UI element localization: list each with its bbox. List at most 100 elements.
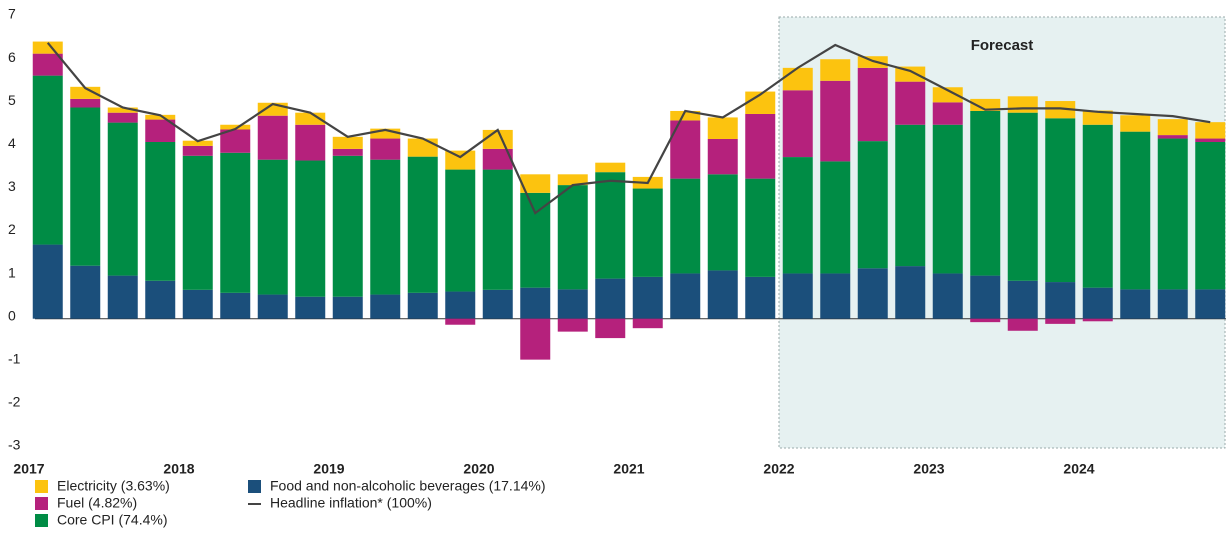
bar-segment	[1195, 289, 1226, 319]
legend-label: Food and non-alcoholic beverages (17.14%…	[270, 478, 546, 494]
y-tick-label: 6	[8, 49, 16, 65]
bar-segment	[182, 289, 213, 319]
bar-segment	[895, 81, 926, 125]
bar-segment	[370, 138, 401, 160]
y-tick-label: -1	[8, 351, 21, 367]
bar-segment	[145, 119, 176, 142]
bar-segment	[782, 67, 813, 91]
bar-segment	[932, 102, 963, 125]
bar-segment	[1007, 96, 1038, 113]
bar-segment	[482, 169, 513, 290]
bar-segment	[895, 66, 926, 82]
bar-segment	[445, 291, 476, 319]
y-tick-label: 1	[8, 264, 16, 280]
bar-segment	[370, 128, 401, 139]
bar-segment	[520, 174, 551, 193]
bar-segment	[520, 318, 551, 360]
bar-segment	[1195, 141, 1226, 290]
headline-line	[46, 42, 1211, 215]
bar-segment	[557, 318, 588, 332]
bar-segment	[370, 159, 401, 295]
legend-label: Headline inflation* (100%)	[270, 495, 432, 511]
bar-segment	[257, 115, 288, 160]
legend-swatch	[35, 497, 48, 510]
bar-segment	[257, 294, 288, 319]
x-tick-label: 2019	[313, 461, 344, 477]
bar-segment	[1045, 282, 1076, 319]
bar-segment	[257, 159, 288, 295]
bar-segment	[520, 287, 551, 319]
bar-segment	[670, 178, 701, 274]
bar-segment	[970, 318, 1001, 323]
bar-segment	[32, 53, 63, 76]
bar-segment	[1195, 122, 1226, 139]
x-tick-label: 2021	[613, 461, 644, 477]
bar-segment	[32, 75, 63, 245]
bar-segment	[970, 98, 1001, 111]
bar-segment	[445, 150, 476, 170]
legend-label: Electricity (3.63%)	[57, 478, 170, 494]
bar-segment	[70, 265, 101, 319]
legend-swatch	[248, 480, 261, 493]
bar-segment	[295, 112, 326, 125]
bar-segment	[407, 138, 438, 157]
y-tick-label: -2	[8, 394, 21, 410]
bar-segment	[295, 296, 326, 319]
y-tick-label: 7	[8, 6, 16, 22]
bar-segment	[970, 110, 1001, 276]
bar-segment	[482, 129, 513, 149]
bar-segment	[295, 124, 326, 161]
x-tick-label: 2022	[763, 461, 794, 477]
x-tick-label: 2017	[13, 461, 44, 477]
bar-segment	[70, 98, 101, 108]
bar-segment	[182, 155, 213, 290]
x-tick-label: 2023	[913, 461, 944, 477]
bar-segment	[745, 276, 776, 319]
bar-segment	[632, 318, 663, 329]
bar-segment	[1007, 280, 1038, 319]
bar-segment	[670, 273, 701, 319]
bar-segment	[182, 140, 213, 146]
bar-segment	[782, 90, 813, 158]
bar-segment	[220, 152, 251, 293]
bar-segment	[857, 67, 888, 142]
bar-segment	[145, 114, 176, 120]
bar-segment	[707, 270, 738, 319]
bar-segment	[220, 292, 251, 319]
bar-segment	[107, 275, 138, 319]
bar-segment	[557, 289, 588, 319]
bar-segment	[1082, 287, 1113, 319]
bar-segment	[145, 141, 176, 281]
y-tick-label: 2	[8, 221, 16, 237]
bar-segment	[782, 157, 813, 274]
bar-segment	[220, 129, 251, 153]
bar-segment	[745, 91, 776, 114]
bar-segment	[782, 273, 813, 319]
y-tick-label: 5	[8, 92, 16, 108]
bar-segment	[1045, 318, 1076, 324]
bar-segment	[670, 110, 701, 121]
bar-segment	[857, 268, 888, 319]
bar-segment	[820, 80, 851, 162]
y-tick-label: 0	[8, 307, 16, 323]
bar-segment	[107, 112, 138, 123]
bar-segment	[557, 185, 588, 290]
bar-segment	[1082, 124, 1113, 288]
legend-label: Fuel (4.82%)	[57, 495, 137, 511]
x-tick-label: 2018	[163, 461, 194, 477]
bar-segment	[1120, 131, 1151, 290]
bar-segment	[632, 188, 663, 277]
bar-segment	[557, 174, 588, 186]
bar-segment	[332, 155, 363, 297]
bar-segment	[445, 318, 476, 325]
bar-segment	[1120, 115, 1151, 132]
bar-segment	[595, 278, 626, 319]
bar-segment	[595, 162, 626, 173]
bar-segment	[70, 86, 101, 99]
bar-segment	[520, 192, 551, 288]
bar-segment	[595, 172, 626, 279]
y-tick-label: 3	[8, 178, 16, 194]
bar-segment	[932, 124, 963, 274]
bar-segment	[1082, 110, 1113, 125]
